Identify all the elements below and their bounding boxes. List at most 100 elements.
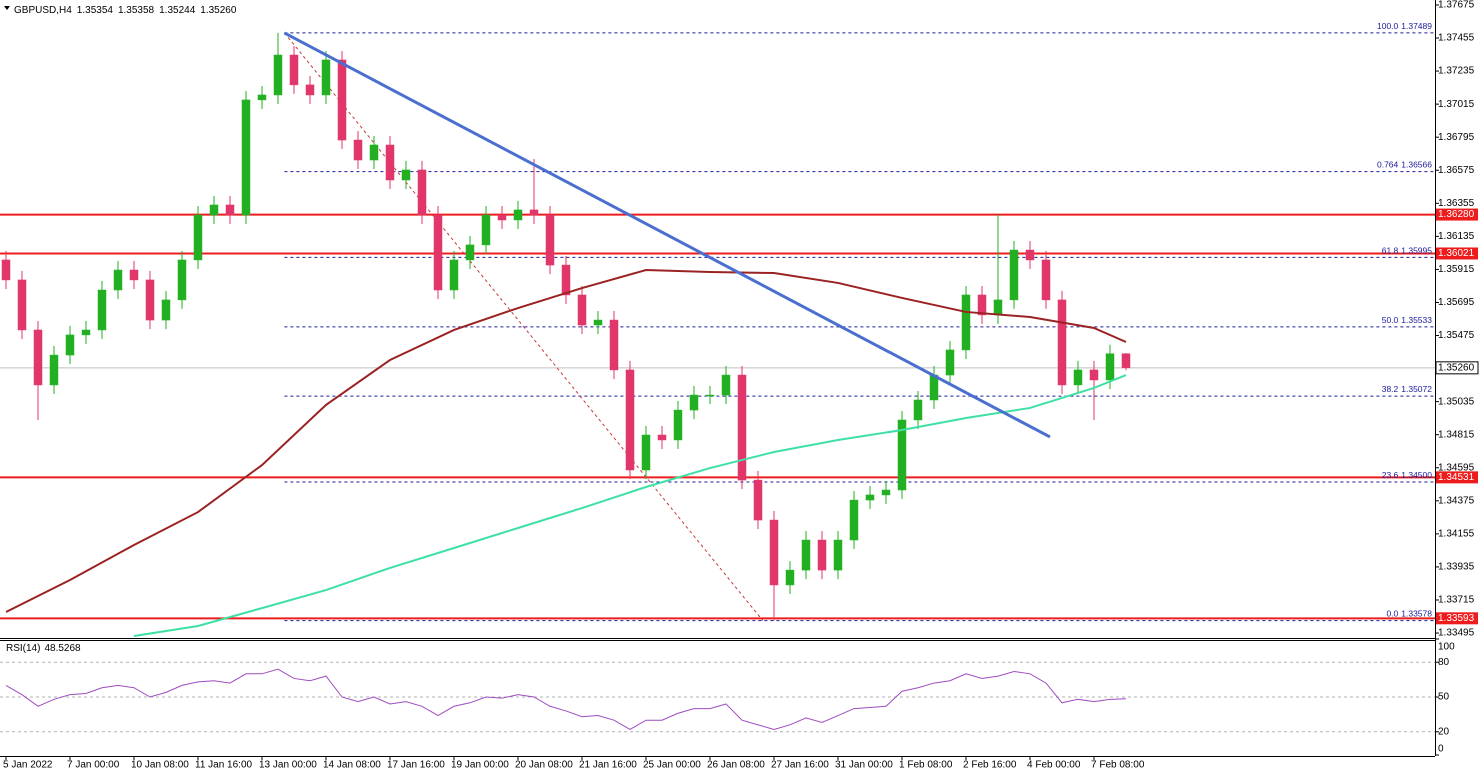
x-tick-label: 13 Jan 00:00 [259,760,317,771]
x-tick-label: 7 Feb 08:00 [1091,760,1145,771]
header-low: 1.35244 [159,5,196,16]
candle-body [1121,353,1131,369]
last-price-label: 1.35260 [1438,362,1475,373]
candle-body [673,409,683,441]
fib-ratio: 0.0 [1386,609,1398,619]
candle-body [209,204,219,216]
candle-body [1105,353,1115,381]
fib-price: 1.34500 [1401,470,1432,480]
fib-diagonal [284,32,764,621]
candle-body [641,434,651,471]
x-tick-label: 2 Feb 16:00 [963,760,1017,771]
level-price-label: 1.34531 [1438,472,1475,483]
candle-body [417,169,427,216]
candle-body [977,294,987,316]
x-tick-label: 7 Jan 00:00 [67,760,120,771]
candle-body [833,539,843,571]
candle-body [737,374,747,481]
y-tick-label: 1.36355 [1438,198,1475,209]
header-open: 1.35354 [77,5,114,16]
x-tick-label: 14 Jan 08:00 [323,760,381,771]
rsi-tick-label: 80 [1438,657,1450,668]
candle-body [1009,249,1019,301]
candle-body [177,259,187,301]
candle-body [689,394,699,411]
candle-body [769,519,779,586]
y-tick-label: 1.35915 [1438,264,1475,275]
level-price-label: 1.36280 [1438,209,1475,220]
rsi-tick-label: 100 [1438,642,1455,653]
x-tick-label: 26 Jan 08:00 [707,760,765,771]
candle-body [593,319,603,326]
candle-body [513,209,523,221]
trendline [283,31,1051,439]
level-price-box [1436,471,1478,484]
candle-body [161,299,171,321]
moving-average-line [5,269,1127,613]
candle-body [97,289,107,331]
x-tick-label: 5 Jan 2022 [3,760,53,771]
candle-body [449,259,459,291]
moving-average-line [133,374,1127,638]
candle-body [865,494,875,501]
rsi-header: RSI(14) 48.5268 [6,643,81,654]
fib-ratio: 38.2 [1382,384,1399,394]
y-tick-label: 1.34155 [1438,529,1475,540]
level-price-box [1436,208,1478,221]
y-tick-label: 1.34595 [1438,462,1475,473]
fib-price: 1.36566 [1401,160,1432,170]
fib-price: 1.35072 [1401,384,1432,394]
rsi-title: RSI(14) [6,643,40,654]
candle-body [849,499,859,541]
candle-body [609,319,619,371]
y-tick-label: 1.37455 [1438,33,1475,44]
fib-price: 1.33578 [1401,609,1432,619]
x-tick-label: 27 Jan 16:00 [771,760,829,771]
candle-body [785,569,795,586]
fib-ratio: 0.764 [1377,160,1399,170]
fib-level-label: 23.6 1.34500 [1382,470,1433,480]
fib-ratio: 61.8 [1382,246,1399,256]
y-tick-label: 1.36135 [1438,231,1475,242]
y-tick-label: 1.35035 [1438,396,1475,407]
candle-body [961,294,971,351]
fib-price: 1.35995 [1401,246,1432,256]
chart-header: GBPUSD,H4 1.35354 1.35358 1.35244 1.35260 [14,5,237,16]
candle-body [1041,259,1051,301]
candle-body [705,394,715,397]
candle-body [545,214,555,266]
candle-body [913,399,923,421]
candle-body [129,269,139,281]
candle-body [577,294,587,326]
fib-price: 1.35533 [1401,315,1432,325]
rsi-last: 48.5268 [44,643,81,654]
x-tick-label: 21 Jan 16:00 [579,760,637,771]
y-tick-label: 1.37235 [1438,66,1475,77]
y-tick-label: 1.35695 [1438,297,1475,308]
y-tick-label: 1.36795 [1438,132,1475,143]
y-tick-label: 1.34815 [1438,429,1475,440]
candle-body [1025,249,1035,261]
x-tick-label: 10 Jan 08:00 [131,760,189,771]
candle-body [897,419,907,491]
menu-arrow[interactable] [4,6,10,10]
header-close: 1.35260 [200,5,237,16]
candle-body [113,269,123,291]
level-price-box [1436,247,1478,260]
fib-level-label: 50.0 1.35533 [1382,315,1433,325]
candle-body [369,144,379,161]
candle-body [993,299,1003,316]
candle-body [401,169,411,181]
rsi-line [5,668,1127,731]
level-price-box [1436,612,1478,625]
x-tick-label: 17 Jan 16:00 [387,760,445,771]
rsi-tick-label: 0 [1438,744,1444,755]
candle-body [193,214,203,261]
candle-body [17,279,27,331]
y-tick-label: 1.33715 [1438,595,1475,606]
symbol: GBPUSD,H4 [14,5,72,16]
candle-body [945,349,955,376]
y-tick-label: 1.37015 [1438,99,1475,110]
fib-ratio: 100.0 [1377,21,1399,31]
